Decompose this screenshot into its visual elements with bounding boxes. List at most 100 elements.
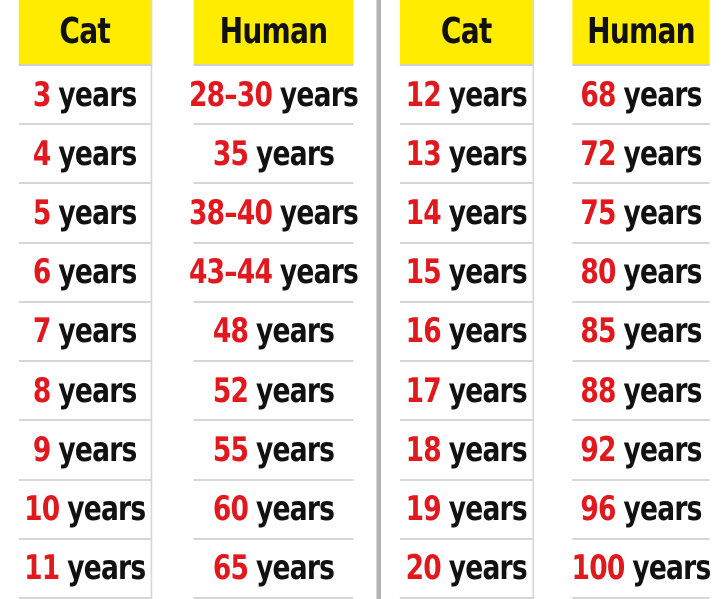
cat-age-unit: years xyxy=(58,429,137,470)
left-row-6-human-cell: 52 years xyxy=(193,362,354,422)
left-row-9-human-cell: 65 years xyxy=(193,540,354,599)
human-age-number: 68 xyxy=(580,74,616,115)
cat-age-unit: years xyxy=(58,74,137,115)
right-row-6-human-cell: 88 years xyxy=(572,362,710,422)
right-row-8-cat-cell: 19 years xyxy=(399,480,535,540)
cat-age-unit: years xyxy=(67,489,146,530)
left-age-table: Cat Human 3 years 28–30 years 4 years 35 yea… xyxy=(18,0,377,599)
cat-age-number: 7 xyxy=(32,311,51,352)
right-row-2-cat-cell: 13 years xyxy=(399,125,535,185)
cat-age-unit: years xyxy=(448,429,528,470)
cat-age-number: 8 xyxy=(32,370,51,411)
right-row-2-human-cell: 72 years xyxy=(572,125,710,185)
human-age-number: 55 xyxy=(212,429,249,470)
cat-age-unit: years xyxy=(448,193,528,234)
human-age-unit: years xyxy=(256,548,335,589)
cat-age-unit: years xyxy=(448,133,528,174)
cat-age-number: 6 xyxy=(32,252,51,293)
human-age-unit: years xyxy=(632,548,711,589)
human-age-unit: years xyxy=(256,370,335,411)
cat-age-number: 12 xyxy=(405,74,442,115)
human-age-unit: years xyxy=(623,370,703,411)
cat-age-number: 15 xyxy=(405,252,442,293)
left-row-6-cat-cell: 8 years xyxy=(18,362,153,422)
left-row-7-cat-cell: 9 years xyxy=(18,421,153,481)
cat-age-number: 19 xyxy=(405,489,442,530)
human-age-unit: years xyxy=(256,311,335,352)
human-age-unit: years xyxy=(256,429,335,470)
human-age-unit: years xyxy=(623,311,703,352)
cat-age-unit: years xyxy=(58,252,137,293)
human-age-number: 52 xyxy=(212,370,249,411)
right-row-9-human-cell: 100 years xyxy=(571,540,711,599)
right-row-3-human-cell: 75 years xyxy=(572,184,710,244)
left-cat-header: Cat xyxy=(18,0,153,66)
right-row-7-human-cell: 92 years xyxy=(572,421,710,481)
human-age-number: 92 xyxy=(580,429,616,470)
cat-age-unit: years xyxy=(67,548,146,589)
human-age-number: 88 xyxy=(580,370,616,411)
left-row-3-cat-cell: 5 years xyxy=(18,184,153,244)
human-age-number: 85 xyxy=(580,311,616,352)
cat-age-number: 17 xyxy=(405,370,442,411)
right-row-9-cat-cell: 20 years xyxy=(399,539,535,599)
cat-age-unit: years xyxy=(58,133,137,174)
human-age-number: 100 xyxy=(571,548,626,589)
cat-age-number: 20 xyxy=(405,548,442,589)
left-row-2-human-cell: 35 years xyxy=(193,125,354,185)
human-age-number: 35 xyxy=(212,133,249,174)
cat-age-number: 9 xyxy=(32,429,51,470)
left-row-9-cat-cell: 11 years xyxy=(18,539,153,599)
human-age-unit: years xyxy=(623,74,703,115)
cat-age-unit: years xyxy=(58,311,137,352)
cat-age-unit: years xyxy=(448,489,528,530)
human-age-number: 75 xyxy=(580,193,616,234)
right-cat-header: Cat xyxy=(399,0,535,66)
left-row-8-cat-cell: 10 years xyxy=(18,480,153,540)
human-age-unit: years xyxy=(623,193,703,234)
left-row-8-human-cell: 60 years xyxy=(193,481,354,540)
human-age-number: 72 xyxy=(580,133,616,174)
human-age-number: 43–44 xyxy=(188,252,273,293)
left-row-7-human-cell: 55 years xyxy=(193,421,354,481)
human-age-unit: years xyxy=(623,133,703,174)
human-age-unit: years xyxy=(256,133,335,174)
human-age-unit: years xyxy=(256,489,335,530)
right-row-4-human-cell: 80 years xyxy=(572,244,710,303)
right-human-header: Human xyxy=(572,0,710,66)
cat-age-unit: years xyxy=(448,252,528,293)
cat-age-unit: years xyxy=(58,370,137,411)
left-human-header: Human xyxy=(193,0,354,66)
right-age-table: Cat Human 12 years 68 years 13 years 72 year… xyxy=(377,0,728,599)
cat-age-unit: years xyxy=(58,193,137,234)
right-row-5-human-cell: 85 years xyxy=(572,303,710,363)
cat-age-number: 13 xyxy=(405,133,442,174)
cat-age-number: 3 xyxy=(32,74,51,115)
right-row-6-cat-cell: 17 years xyxy=(399,362,535,422)
cat-age-number: 16 xyxy=(405,311,442,352)
cat-age-number: 14 xyxy=(405,193,442,234)
left-row-4-human-cell: 43–44 years xyxy=(189,244,359,303)
right-row-1-cat-cell: 12 years xyxy=(399,66,535,126)
human-age-number: 60 xyxy=(212,489,249,530)
cat-age-number: 10 xyxy=(24,489,60,530)
human-age-unit: years xyxy=(623,252,703,293)
left-row-4-cat-cell: 6 years xyxy=(18,243,153,303)
cat-age-number: 11 xyxy=(24,548,60,589)
right-row-7-cat-cell: 18 years xyxy=(399,421,535,481)
human-age-number: 28–30 xyxy=(188,74,273,115)
human-age-number: 38–40 xyxy=(188,193,273,234)
right-row-4-cat-cell: 15 years xyxy=(399,243,535,303)
left-row-3-human-cell: 38–40 years xyxy=(189,184,359,244)
cat-age-number: 18 xyxy=(405,429,442,470)
left-row-5-cat-cell: 7 years xyxy=(18,302,153,363)
human-age-unit: years xyxy=(279,193,359,234)
left-row-2-cat-cell: 4 years xyxy=(18,125,153,185)
human-age-unit: years xyxy=(279,74,359,115)
human-age-number: 48 xyxy=(212,311,249,352)
cat-age-number: 4 xyxy=(32,133,51,174)
human-age-unit: years xyxy=(623,489,703,530)
human-age-number: 65 xyxy=(212,548,249,589)
left-row-1-human-cell: 28–30 years xyxy=(189,66,359,126)
human-age-unit: years xyxy=(623,429,703,470)
